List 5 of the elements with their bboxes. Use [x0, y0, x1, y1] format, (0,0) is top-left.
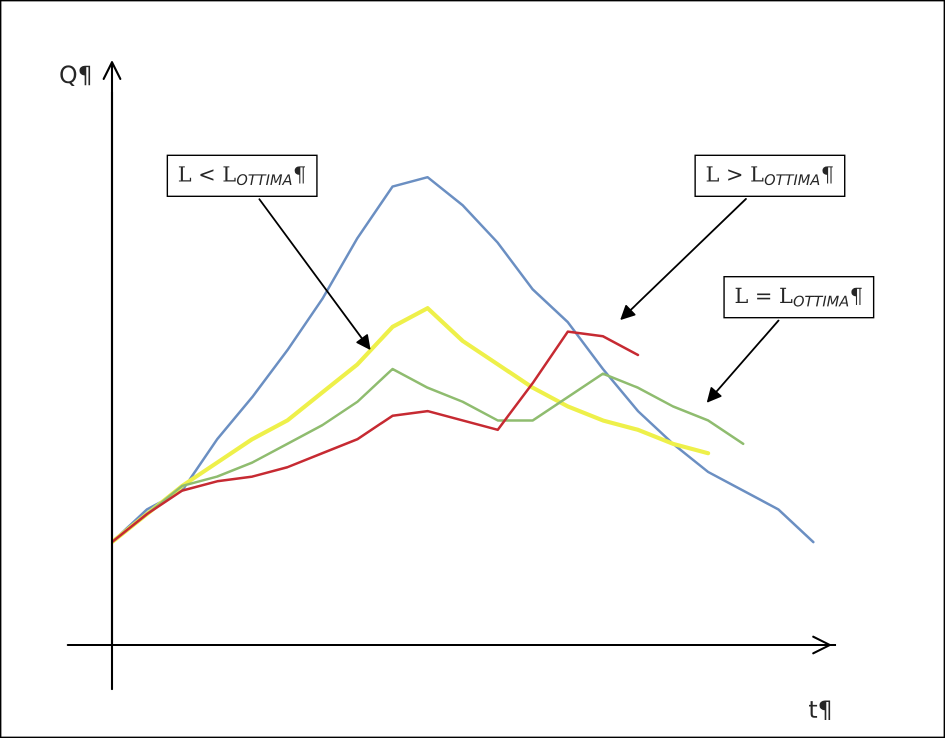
x-axis-title: t¶ — [809, 700, 830, 720]
annotation: L = L$_{OTTIMA}$¶ — [736, 288, 862, 307]
y-axis-title: Q¶ — [60, 65, 90, 86]
annotation: L < L$_{OTTIMA}$¶ — [178, 166, 305, 186]
annotation: L > L$_{OTTIMA}$¶ — [706, 166, 833, 186]
